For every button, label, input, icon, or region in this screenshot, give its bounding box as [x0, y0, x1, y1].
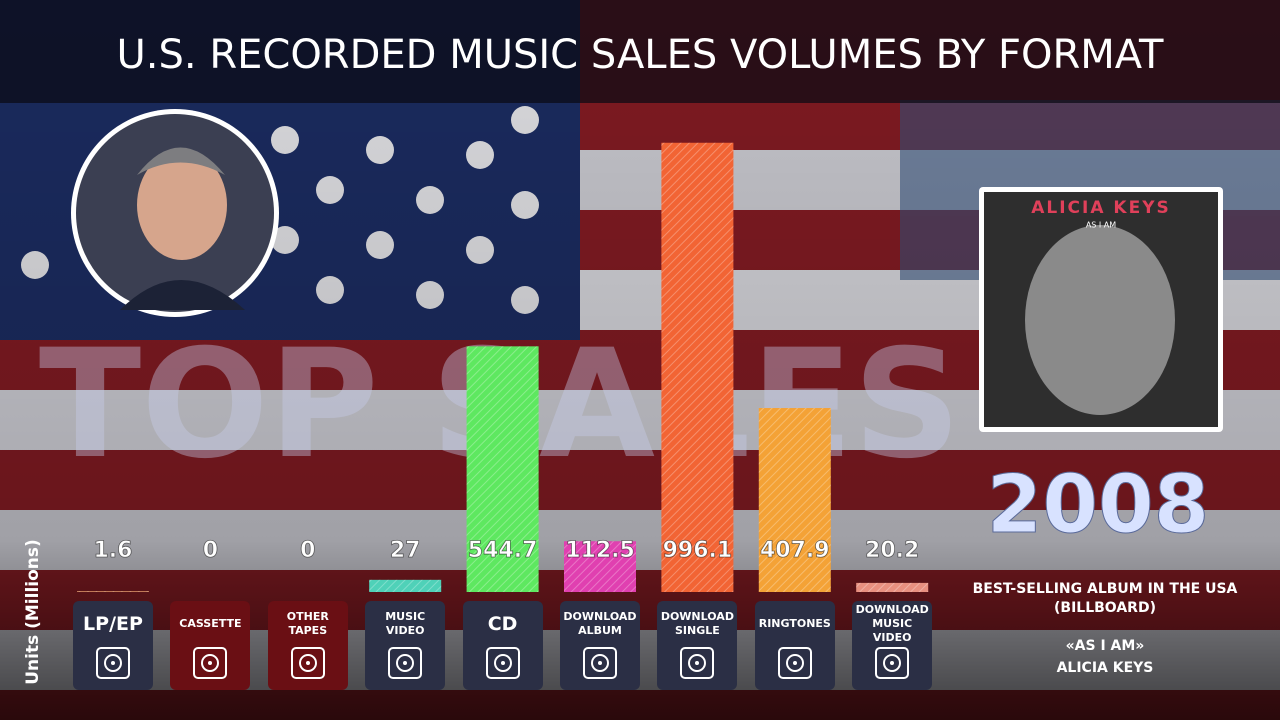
album-cover: ALICIA KEYS AS I AM: [979, 187, 1223, 432]
x-tick-label: RINGTONES: [758, 617, 831, 630]
x-tick-label: CD: [487, 613, 518, 635]
x-tick-label: OTHER TAPES: [286, 610, 329, 637]
category-box: DOWNLOAD MUSIC VIDEO: [852, 601, 933, 690]
category-box: OTHER TAPES: [267, 601, 348, 690]
value-label: 112.5: [565, 538, 635, 563]
format-icon: [777, 647, 812, 679]
bar-hatch: [77, 591, 149, 592]
value-label: 0: [300, 538, 315, 563]
value-label: 407.9: [760, 538, 830, 563]
format-icon: [290, 647, 325, 679]
value-label: 27: [390, 538, 421, 563]
y-axis-label: Units (Millions): [23, 539, 43, 685]
year: 2008: [987, 458, 1210, 551]
format-icon: [875, 647, 910, 679]
category-box: RINGTONES: [754, 601, 835, 690]
category-box: MUSIC VIDEO: [365, 601, 446, 690]
chart-title: U.S. RECORDED MUSIC SALES VOLUMES BY FOR…: [117, 32, 1165, 78]
caption-heading-box: BEST-SELLING ALBUM IN THE USA (BILLBOARD…: [972, 581, 1238, 616]
value-label: 0: [203, 538, 218, 563]
x-tick-label: LP/EP: [83, 613, 143, 635]
format-icon: [388, 647, 423, 679]
bar-hatch: [856, 582, 929, 592]
category-box: DOWNLOAD SINGLE: [657, 601, 738, 690]
bar-hatch: [466, 346, 539, 592]
category-box: LP/EP: [73, 601, 153, 690]
bar-hatch: [369, 579, 442, 592]
x-tick-label: DOWNLOAD ALBUM: [563, 610, 637, 637]
value-label: 544.7: [468, 538, 538, 563]
format-icon: [583, 647, 617, 679]
value-label: 1.6: [94, 538, 133, 563]
format-icon: [680, 647, 715, 679]
category-box: CASSETTE: [170, 601, 251, 690]
category-box: DOWNLOAD ALBUM: [560, 601, 640, 690]
value-label: 20.2: [865, 538, 919, 563]
album-artist: ALICIA KEYS: [1031, 198, 1171, 218]
caption-album: «AS I AM»: [1066, 638, 1145, 654]
bar-hatch: [564, 541, 636, 592]
portrait: [71, 109, 279, 317]
caption-heading: BEST-SELLING ALBUM IN THE USA (BILLBOARD…: [972, 581, 1238, 616]
x-tick-label: MUSIC VIDEO: [385, 610, 426, 637]
category-box: CD: [462, 601, 543, 690]
format-icon: [193, 647, 228, 679]
bar-hatch: [661, 142, 734, 592]
album-title: AS I AM: [1086, 221, 1116, 230]
title-band: [0, 0, 1280, 103]
x-tick-label: DOWNLOAD SINGLE: [660, 610, 734, 637]
format-icon: [96, 647, 130, 679]
x-tick-label: CASSETTE: [179, 617, 242, 630]
bar-hatch: [758, 408, 831, 592]
x-tick-label: DOWNLOAD MUSIC VIDEO: [855, 603, 929, 644]
caption-artist: ALICIA KEYS: [1057, 660, 1154, 676]
format-icon: [485, 647, 520, 679]
value-label: 996.1: [663, 538, 733, 563]
